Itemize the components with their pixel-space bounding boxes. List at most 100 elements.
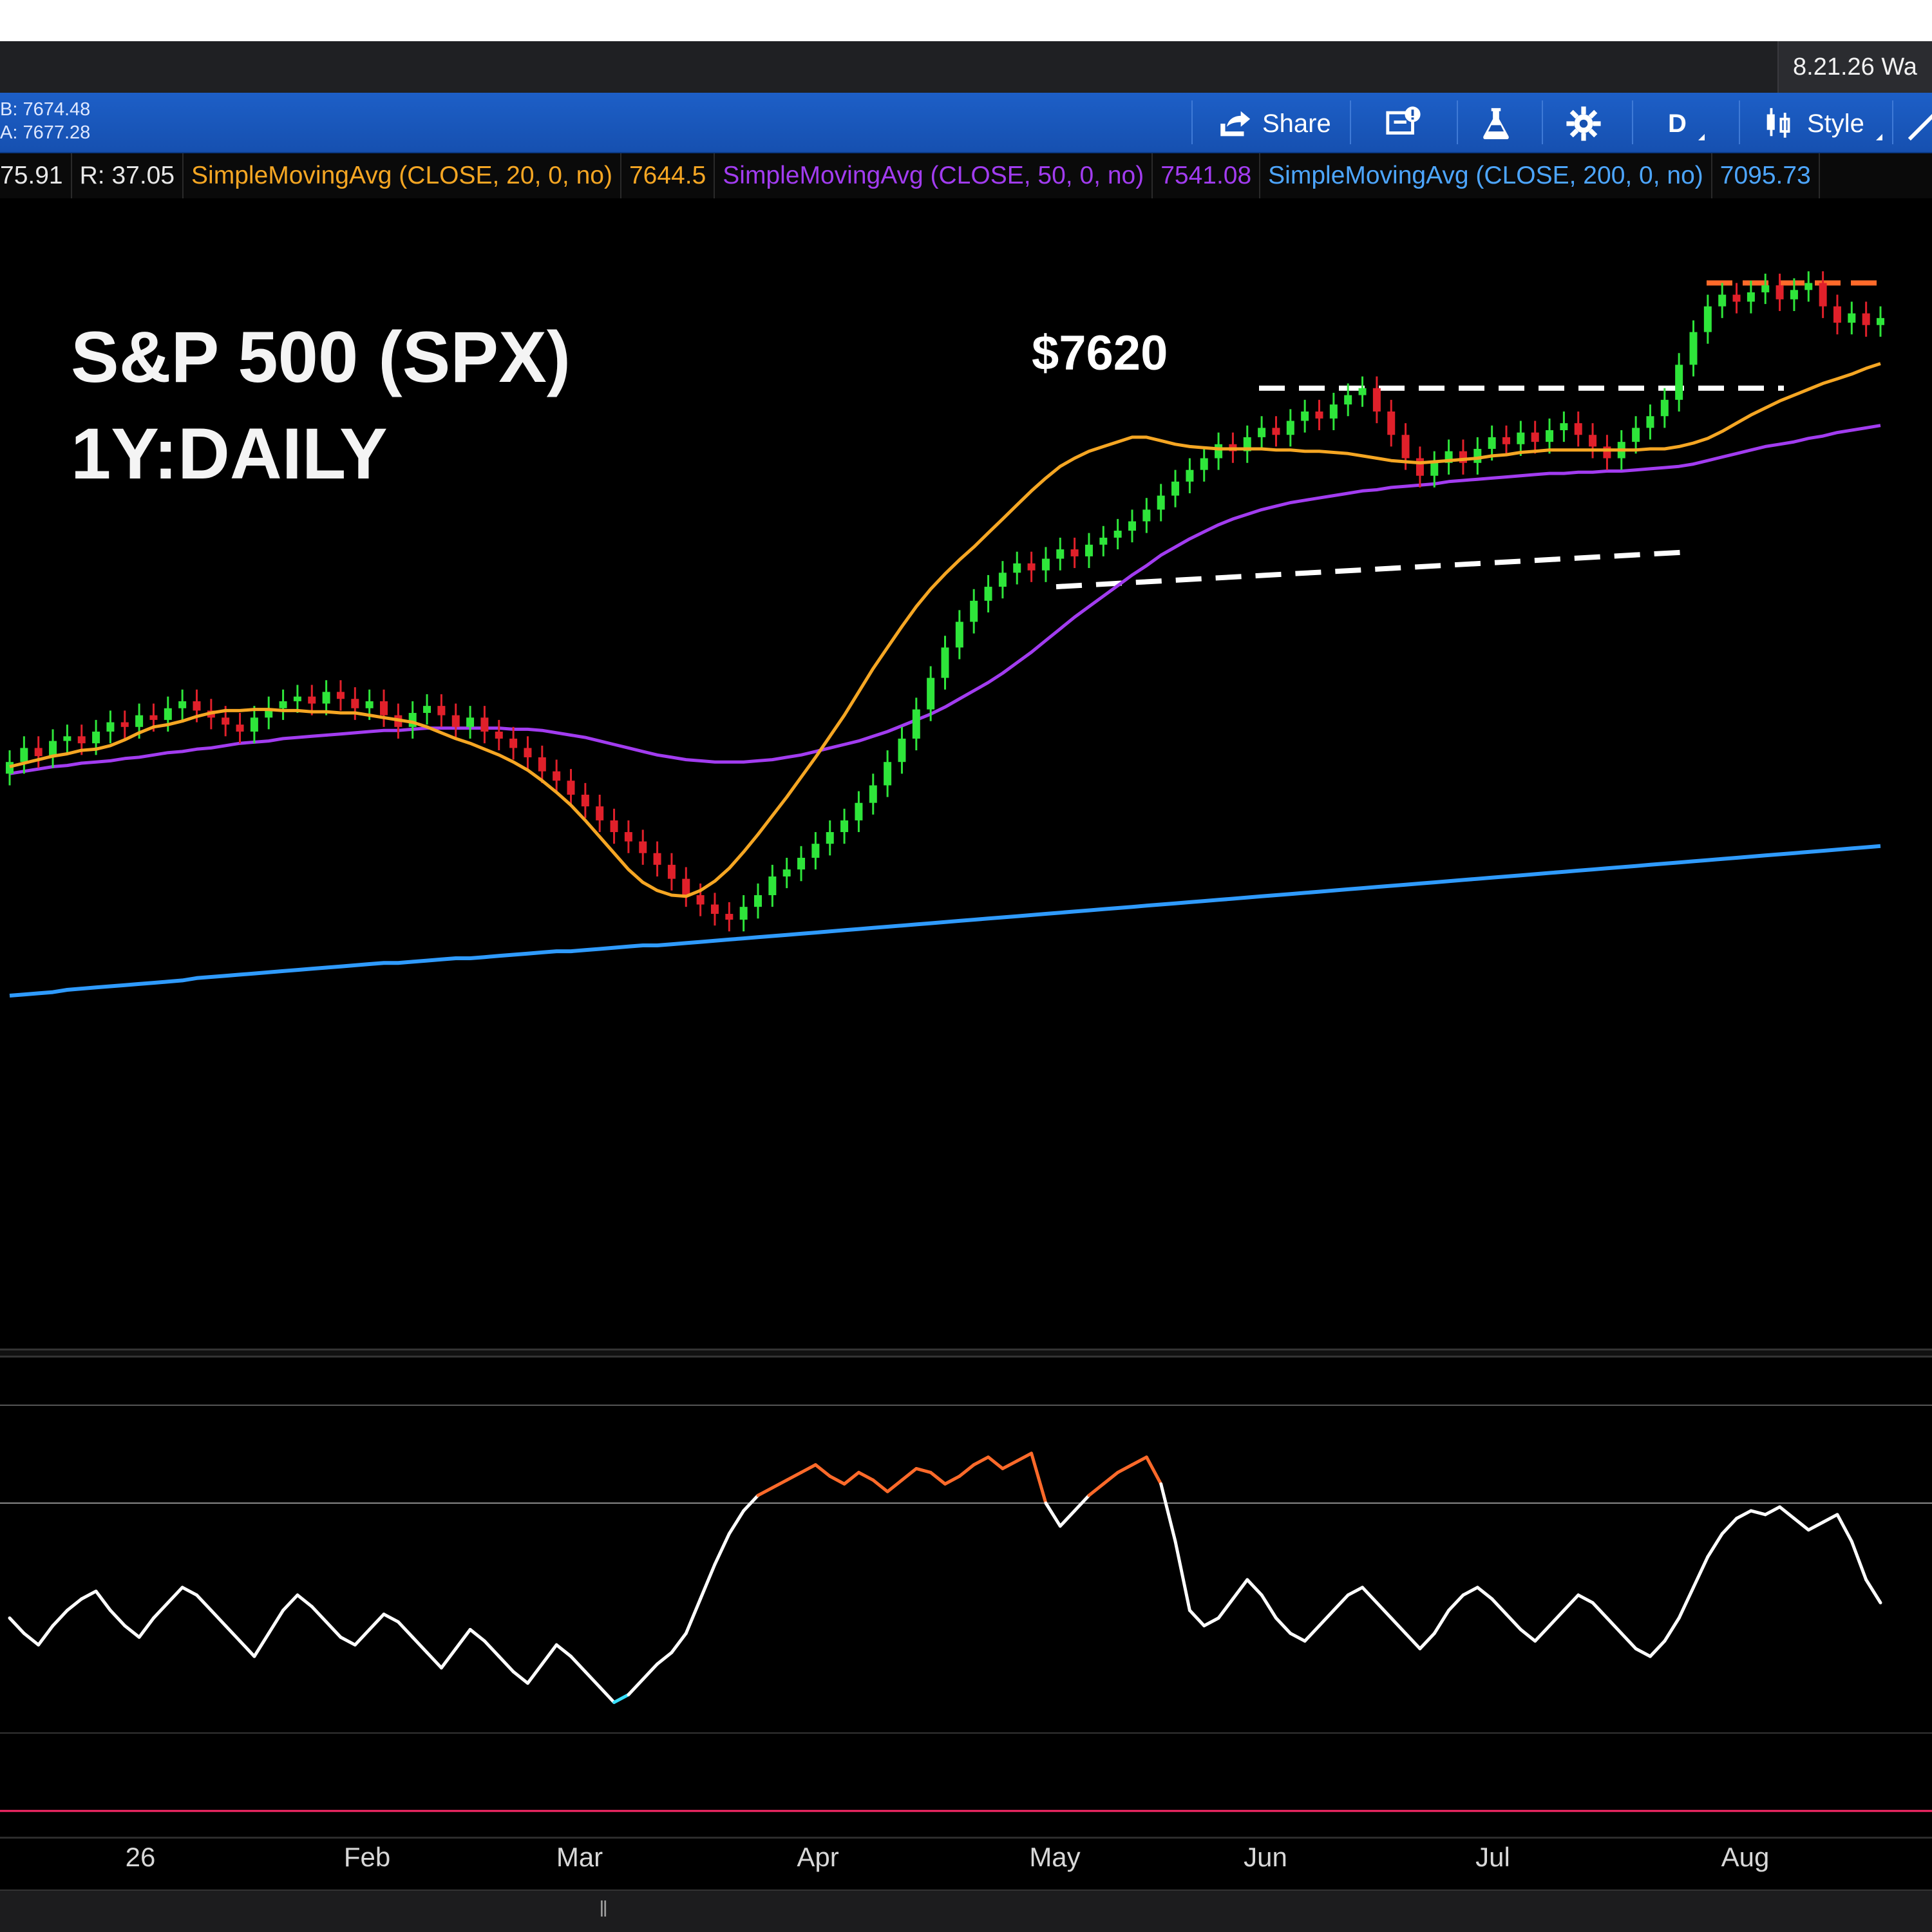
candle-body	[653, 853, 661, 865]
oscillator-segment	[1763, 1505, 1782, 1517]
candle-body	[1790, 290, 1798, 299]
style-button[interactable]: Style	[1761, 103, 1882, 144]
oscillator-segment	[627, 1678, 645, 1696]
drawing-icon	[1908, 113, 1932, 141]
candle-body	[1776, 285, 1784, 299]
oscillator-segment	[296, 1593, 314, 1609]
drawing-button[interactable]	[1906, 103, 1932, 144]
oscillator-segment	[1188, 1609, 1206, 1627]
candle-body	[380, 701, 388, 715]
toolbar-divider	[1739, 100, 1740, 144]
scroll-grip-icon[interactable]: ‖	[599, 1897, 609, 1922]
oscillator-segment	[22, 1631, 41, 1647]
candle-body	[768, 876, 777, 896]
candle-body	[451, 715, 460, 727]
oscillator-segment	[1274, 1616, 1293, 1635]
study-legend: 75.91 R: 37.05 SimpleMovingAvg (CLOSE, 2…	[0, 153, 1932, 198]
resistance-annotation: $7620	[1032, 326, 1168, 381]
candle-body	[49, 741, 57, 757]
oscillator-segment	[569, 1654, 587, 1674]
time-axis[interactable]	[0, 1837, 1932, 1888]
oscillator-segment	[1231, 1578, 1249, 1601]
candle-body	[1603, 446, 1611, 459]
candle-body	[308, 696, 316, 704]
oscillator-segment	[900, 1466, 918, 1482]
candle-body	[1517, 432, 1525, 444]
support-line	[1056, 549, 1694, 590]
x-tick-label: 26	[125, 1842, 156, 1872]
oscillator-segment	[670, 1631, 688, 1654]
legend-sma200-label[interactable]: SimpleMovingAvg (CLOSE, 200, 0, no)	[1260, 153, 1712, 198]
aggregation-button[interactable]: D	[1668, 103, 1705, 144]
settings-button[interactable]	[1565, 103, 1602, 144]
oscillator-segment	[382, 1613, 400, 1624]
oscillator-segment	[368, 1613, 386, 1631]
oscillator-segment	[497, 1654, 515, 1674]
oscillator-segment	[1692, 1555, 1710, 1589]
oscillator-segment	[1519, 1627, 1537, 1643]
oscillator-segment	[209, 1609, 227, 1627]
candle-body	[495, 732, 503, 739]
oscillator-segment	[1318, 1609, 1336, 1627]
alert-button[interactable]	[1385, 103, 1422, 144]
candle-body	[1430, 462, 1439, 476]
legend-sma50-label[interactable]: SimpleMovingAvg (CLOSE, 50, 0, no)	[715, 153, 1153, 198]
date-display: 8.21.26 Wa	[1777, 41, 1932, 93]
oscillator-segment	[1346, 1586, 1365, 1597]
candle-body	[811, 844, 820, 858]
oscillator-segment	[454, 1627, 472, 1651]
candle-body	[1372, 388, 1381, 412]
oscillator-segment	[252, 1631, 270, 1658]
pane-divider[interactable]	[0, 1349, 1932, 1358]
oscillator-segment	[1778, 1505, 1796, 1520]
style-icon	[1766, 108, 1790, 138]
oscillator-segment	[756, 1486, 774, 1497]
candle-body	[927, 677, 935, 710]
candle-body	[1660, 399, 1669, 417]
x-tick-label: Jun	[1244, 1842, 1287, 1872]
candle-body	[1027, 563, 1036, 571]
oscillator-segment	[943, 1474, 961, 1486]
legend-sma20-label[interactable]: SimpleMovingAvg (CLOSE, 20, 0, no)	[184, 153, 621, 198]
oscillator-segment	[511, 1670, 529, 1685]
oscillator-segment	[813, 1463, 832, 1478]
candle-body	[1675, 365, 1683, 400]
oscillator-segment	[1490, 1597, 1508, 1616]
status-bar	[0, 1889, 1932, 1932]
oscillator-segment	[238, 1639, 256, 1658]
oscillator-segment	[281, 1593, 299, 1613]
oscillator-segment	[1577, 1593, 1595, 1605]
price-chart[interactable]	[0, 198, 1932, 1837]
candle-body	[236, 724, 244, 732]
oscillator-segment	[1260, 1593, 1278, 1620]
oscillator-segment	[699, 1562, 717, 1601]
studies-button[interactable]	[1477, 103, 1515, 144]
candle-body	[725, 914, 734, 920]
oscillator-segment	[526, 1662, 544, 1685]
oscillator-segment	[411, 1635, 429, 1654]
candle-body	[1632, 428, 1640, 442]
oscillator-segment	[713, 1532, 731, 1566]
candle-body	[1646, 416, 1654, 428]
candle-body	[1416, 458, 1424, 476]
toolbar-divider	[1350, 100, 1351, 144]
candle-body	[1546, 430, 1554, 442]
candle-body	[1473, 449, 1482, 463]
candle-body	[898, 738, 906, 762]
toolbar-divider	[1632, 100, 1633, 144]
candle-body	[408, 713, 417, 727]
share-button[interactable]: Share	[1216, 103, 1331, 144]
oscillator-segment	[1605, 1616, 1624, 1635]
bid-price: B: 7674.48	[0, 99, 91, 120]
candle-body	[1301, 411, 1309, 421]
legend-range: R: 37.05	[72, 153, 184, 198]
chart-toolbar	[0, 93, 1932, 153]
oscillator-segment	[886, 1478, 904, 1493]
oscillator-segment	[425, 1651, 443, 1670]
oscillator-segment	[1533, 1624, 1551, 1643]
candle-body	[538, 757, 546, 772]
oscillator-segment	[1806, 1520, 1825, 1532]
candle-body	[710, 904, 719, 914]
candle-body	[480, 717, 489, 732]
style-label: Style	[1807, 109, 1864, 138]
